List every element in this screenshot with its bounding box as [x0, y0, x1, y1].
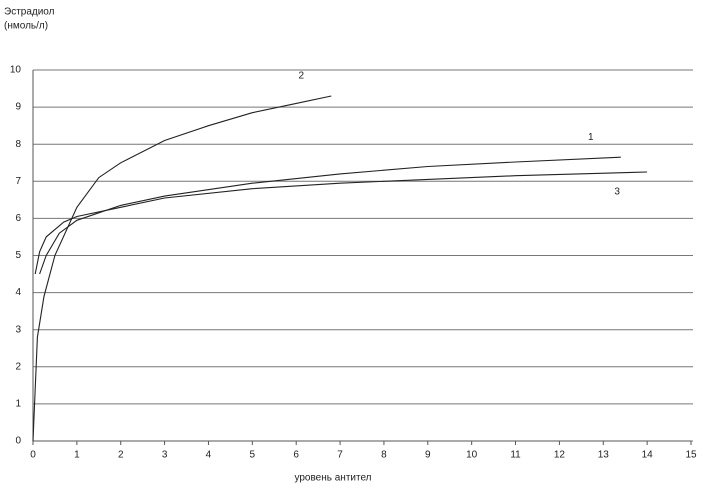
- x-tick-label: 4: [206, 450, 212, 461]
- x-tick-label: 11: [510, 450, 521, 461]
- x-tick-label: 9: [425, 450, 431, 461]
- x-tick-label: 1: [74, 450, 80, 461]
- y-tick-label: 6: [15, 213, 21, 224]
- x-tick-label: 10: [466, 450, 478, 461]
- y-axis-label: Эстрадиол: [4, 7, 55, 18]
- curve: [39, 156, 621, 275]
- x-tick-label: 15: [685, 450, 697, 461]
- x-axis-label: уровень антител: [294, 473, 371, 484]
- y-tick-label: 7: [15, 176, 21, 187]
- x-tick-label: 3: [162, 450, 168, 461]
- curve: [34, 171, 648, 275]
- curve: [32, 95, 332, 442]
- y-tick-label: 0: [15, 436, 21, 447]
- x-tick-label: 7: [337, 450, 343, 461]
- x-tick-label: 0: [30, 450, 36, 461]
- x-tick-label: 8: [381, 450, 387, 461]
- x-tick-label: 12: [554, 450, 566, 461]
- y-tick-label: 1: [15, 399, 21, 410]
- y-axis-label: (нмоль/л): [4, 21, 48, 32]
- curve-label: 2: [299, 71, 305, 82]
- y-tick-label: 9: [15, 102, 21, 113]
- y-tick-label: 3: [15, 324, 21, 335]
- y-tick-label: 4: [15, 287, 21, 298]
- x-tick-label: 14: [642, 450, 654, 461]
- y-tick-label: 5: [15, 250, 21, 261]
- x-tick-label: 2: [118, 450, 124, 461]
- curve-label: 1: [588, 132, 594, 143]
- y-tick-label: 10: [10, 65, 22, 76]
- y-tick-label: 8: [15, 139, 21, 150]
- x-tick-label: 5: [250, 450, 256, 461]
- curve-label: 3: [614, 187, 620, 198]
- y-tick-label: 2: [15, 361, 21, 372]
- x-tick-label: 13: [598, 450, 610, 461]
- x-tick-label: 6: [293, 450, 299, 461]
